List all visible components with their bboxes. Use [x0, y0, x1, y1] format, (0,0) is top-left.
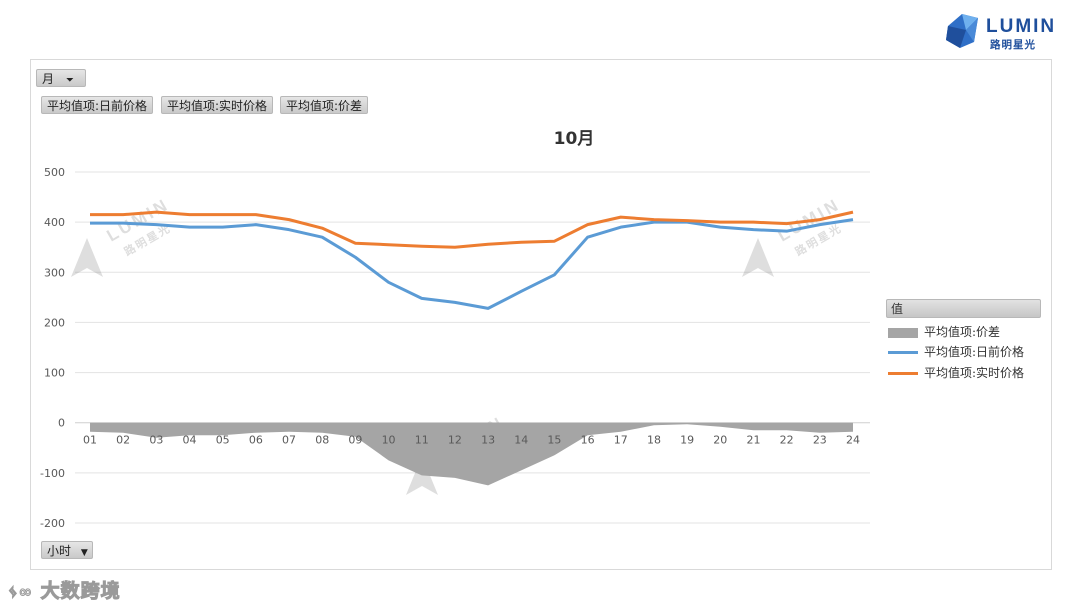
y-tick-label: 0 [58, 417, 65, 430]
x-tick-label: 23 [813, 434, 827, 447]
y-tick-label: 400 [44, 216, 65, 229]
footer-watermark-text: 大数跨境 [40, 580, 121, 603]
x-tick-label: 03 [149, 434, 163, 447]
x-tick-label: 16 [581, 434, 595, 447]
legend-swatch [888, 351, 918, 354]
pivot-chart-frame [30, 59, 1052, 570]
watermark-shape [742, 238, 774, 277]
x-tick-label: 22 [780, 434, 794, 447]
footer-watermark-icon: ᛃ∞ [8, 582, 33, 602]
x-tick-label: 21 [746, 434, 760, 447]
y-tick-label: -100 [40, 467, 65, 480]
x-tick-label: 05 [216, 434, 230, 447]
series-layer [90, 210, 854, 486]
legend-item-spread[interactable]: 平均值项:价差 [888, 324, 1000, 340]
series-line-real-time [90, 210, 854, 249]
brand-name-cn: 路明星光 [990, 39, 1036, 51]
x-tick-label: 01 [83, 434, 97, 447]
legend-item-label: 平均值项:实时价格 [924, 366, 1025, 380]
x-tick-label: 02 [116, 434, 130, 447]
watermark-shape [406, 456, 438, 495]
y-axis-ticks: -200 -100 0 100 200 300 400 500 [40, 166, 65, 530]
hour-axis-label: 小时 [47, 544, 72, 558]
y-tick-label: 500 [44, 166, 65, 179]
brand-name: LUMIN [986, 16, 1057, 37]
x-tick-label: 15 [547, 434, 561, 447]
x-tick-label: 09 [348, 434, 362, 447]
x-tick-label: 04 [183, 434, 197, 447]
x-tick-label: 20 [713, 434, 727, 447]
x-tick-label: 12 [448, 434, 462, 447]
x-axis-ticks: 01 02 03 04 05 06 07 08 09 10 11 12 13 14 15 16 17 18 19 20… [83, 434, 860, 447]
legend-title: 值 [886, 299, 1041, 318]
x-tick-label: 17 [614, 434, 628, 447]
hour-axis-button[interactable]: 小时 ▼ [41, 541, 93, 559]
legend-item-real-time[interactable]: 平均值项:实时价格 [888, 365, 1024, 381]
y-tick-label: 100 [44, 367, 65, 380]
legend-item-label: 平均值项:日前价格 [924, 345, 1025, 359]
series-line-day-ahead [90, 218, 854, 310]
value-field-label: 平均值项:实时价格 [167, 99, 268, 113]
brand-logo: LUMIN 路明星光 [944, 12, 1064, 52]
x-tick-label: 06 [249, 434, 263, 447]
value-field-label: 平均值项:价差 [286, 99, 363, 113]
legend-title-text: 值 [891, 302, 904, 316]
series-area-spread [90, 422, 853, 486]
x-tick-label: 18 [647, 434, 661, 447]
month-filter-button[interactable]: 月 ⏷ [36, 69, 86, 87]
legend-item-label: 平均值项:价差 [924, 325, 1001, 339]
legend-swatch [888, 372, 918, 375]
value-field-label: 平均值项:日前价格 [47, 99, 148, 113]
footer-watermark: ᛃ∞ 大数跨境 [8, 576, 121, 603]
x-tick-label: 11 [415, 434, 429, 447]
value-field-button-spread[interactable]: 平均值项:价差 [280, 96, 369, 114]
legend-item-day-ahead[interactable]: 平均值项:日前价格 [888, 344, 1024, 360]
month-filter-label: 月 [42, 72, 55, 86]
y-tick-label: 200 [44, 316, 65, 329]
x-tick-label: 10 [382, 434, 396, 447]
brand-logo-icon [946, 14, 978, 48]
chart-title: 10月 [554, 129, 595, 149]
x-tick-label: 13 [481, 434, 495, 447]
x-tick-label: 07 [282, 434, 296, 447]
x-tick-label: 14 [514, 434, 528, 447]
x-tick-label: 24 [846, 434, 860, 447]
y-tick-label: 300 [44, 266, 65, 279]
legend-swatch [888, 327, 918, 338]
x-tick-label: 08 [315, 434, 329, 447]
filter-funnel-icon: ⏷ [65, 75, 74, 86]
x-tick-label: 19 [680, 434, 694, 447]
value-field-button-real-time[interactable]: 平均值项:实时价格 [161, 96, 274, 114]
watermark-shape [71, 238, 103, 277]
chevron-down-icon: ▼ [80, 548, 88, 558]
value-field-button-day-ahead[interactable]: 平均值项:日前价格 [41, 96, 154, 114]
y-tick-label: -200 [40, 517, 65, 530]
